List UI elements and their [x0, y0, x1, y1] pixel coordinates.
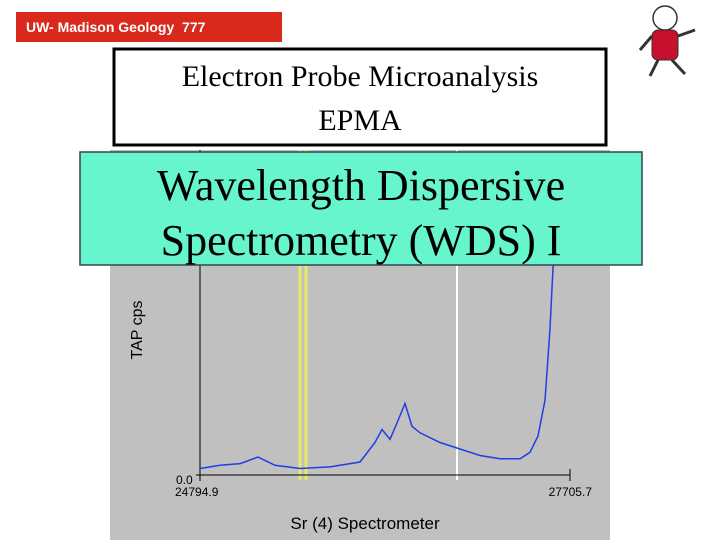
x-tick-label: 27705.7: [549, 485, 593, 499]
y-tick-label: 0.0: [176, 473, 193, 487]
header-box: [16, 12, 282, 42]
title-box: [112, 47, 608, 147]
subtitle-line: Spectrometry (WDS) I: [161, 216, 562, 265]
title-line: EPMA: [318, 104, 402, 137]
mascot: [638, 5, 696, 77]
y-axis-label: TAP cps: [129, 301, 146, 360]
x-tick-label: 24794.9: [175, 485, 219, 499]
subtitle-box: [79, 151, 643, 266]
spectrum-line: [199, 166, 558, 470]
x-axis-label: Sr (4) Spectrometer: [290, 514, 440, 533]
course-label: UW- Madison Geology 777: [26, 19, 206, 35]
title-line: Electron Probe Microanalysis: [182, 60, 539, 93]
subtitle-line: Wavelength Dispersive: [157, 161, 565, 210]
